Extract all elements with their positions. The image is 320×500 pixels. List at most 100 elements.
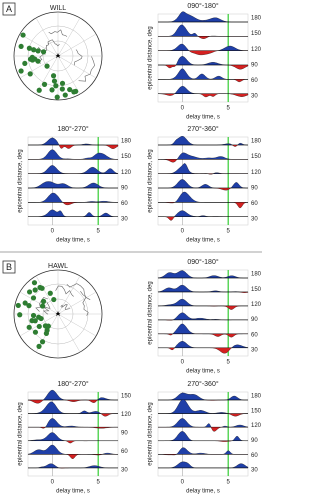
event-dot	[49, 87, 55, 93]
trace-negative	[27, 202, 119, 206]
x-axis-label: delay time, s	[186, 238, 220, 244]
y-tick-label: 120	[121, 412, 132, 418]
y-tick-label: 150	[251, 31, 262, 37]
trace-positive	[157, 298, 249, 307]
station-marker	[55, 311, 61, 316]
station-name: HAWL	[48, 263, 68, 270]
trace-positive	[27, 149, 119, 160]
trace-positive	[28, 137, 118, 146]
trace-negative	[157, 440, 249, 442]
x-tick-label: 0	[181, 106, 185, 112]
y-tick-label: 120	[251, 170, 262, 176]
trace-negative	[27, 440, 119, 444]
event-dot	[51, 78, 58, 84]
event-dot	[71, 89, 77, 95]
map-meridian	[35, 17, 59, 57]
map-meridian	[57, 313, 97, 337]
figure: A WILL 090°-180° 180 150 120 90 60 30 0 5 delay tim…	[0, 2, 262, 495]
x-tick-label: 5	[97, 229, 101, 235]
trace-positive	[157, 179, 249, 189]
event-dot	[36, 323, 42, 330]
trace-positive	[157, 431, 249, 441]
trace-positive	[158, 136, 248, 146]
event-dot	[32, 287, 38, 293]
map-coastline	[78, 56, 95, 82]
event-dot	[32, 329, 39, 335]
trace-negative	[27, 413, 119, 417]
trace-negative	[157, 347, 249, 354]
y-tick-label: 90	[251, 438, 258, 444]
event-dot	[20, 32, 26, 38]
y-tick-label: 60	[251, 78, 258, 84]
event-dot	[62, 92, 68, 98]
x-axis-label: delay time, s	[56, 238, 90, 244]
map-coastline	[55, 285, 74, 297]
trace-negative	[158, 144, 248, 147]
trace-positive	[27, 181, 119, 189]
y-tick-label: 90	[251, 185, 258, 191]
y-tick-label: 30	[121, 217, 128, 223]
map-coastline	[66, 283, 91, 300]
trace-positive	[157, 447, 249, 455]
trace-negative	[157, 36, 249, 39]
x-tick-label: 5	[227, 106, 231, 112]
trace-negative	[157, 291, 249, 293]
map-meridian	[57, 313, 81, 353]
trace-positive	[157, 24, 249, 37]
x-tick-label: 0	[51, 229, 55, 235]
event-dot	[39, 285, 45, 291]
trace-negative	[157, 333, 249, 338]
y-tick-label: 90	[121, 185, 128, 191]
plot-title: 180°-270°	[57, 125, 88, 133]
plot-frame	[27, 391, 119, 477]
map-coastline	[80, 291, 89, 316]
plot-frame	[157, 391, 249, 477]
event-dot	[41, 81, 48, 87]
x-axis-label: delay time, s	[56, 489, 90, 495]
event-dot	[40, 298, 47, 304]
y-tick-label: 30	[251, 348, 258, 354]
y-axis-label: epicentral distance, deg	[148, 26, 154, 89]
plot-title: 180°-270°	[57, 380, 88, 388]
trace-negative	[157, 50, 249, 56]
trace-positive	[27, 463, 119, 469]
plot-frame	[157, 269, 249, 357]
trace-positive	[157, 312, 249, 321]
map-meridian	[57, 55, 81, 95]
event-dot	[22, 60, 28, 67]
trace-positive	[27, 209, 119, 217]
map-coastline	[35, 297, 49, 312]
y-axis-label: epicentral distance, deg	[148, 281, 154, 344]
trace-negative	[157, 202, 249, 209]
y-tick-label: 150	[121, 154, 132, 160]
trace-positive	[157, 210, 249, 217]
station-marker	[55, 53, 61, 58]
x-tick-label: 5	[227, 480, 231, 486]
trace-positive	[157, 399, 249, 414]
trace-positive	[157, 68, 249, 80]
event-dot	[53, 83, 59, 89]
trace-positive	[158, 11, 248, 23]
trace-negative	[157, 93, 249, 98]
y-tick-label: 180	[251, 139, 262, 145]
map-meridian	[57, 291, 97, 315]
trace-negative	[27, 399, 118, 404]
x-axis-label: delay time, s	[186, 369, 220, 375]
y-tick-label: 90	[251, 317, 258, 323]
y-tick-label: 60	[121, 201, 128, 207]
trace-negative	[28, 144, 119, 149]
trace-negative	[157, 216, 249, 221]
y-tick-label: 150	[251, 287, 262, 293]
y-tick-label: 120	[251, 302, 262, 308]
trace-negative	[27, 427, 119, 429]
map-meridian	[19, 291, 59, 315]
event-dot	[31, 47, 37, 53]
y-tick-label: 180	[251, 394, 262, 400]
y-tick-label: 30	[251, 94, 258, 100]
event-dot	[67, 86, 73, 93]
event-dot	[18, 43, 24, 50]
y-tick-label: 120	[251, 423, 262, 429]
event-dot	[29, 318, 35, 324]
trace-positive	[157, 86, 249, 94]
y-tick-label: 60	[251, 453, 258, 459]
